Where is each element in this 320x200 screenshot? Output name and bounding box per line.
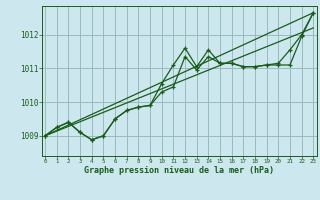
- X-axis label: Graphe pression niveau de la mer (hPa): Graphe pression niveau de la mer (hPa): [84, 166, 274, 175]
